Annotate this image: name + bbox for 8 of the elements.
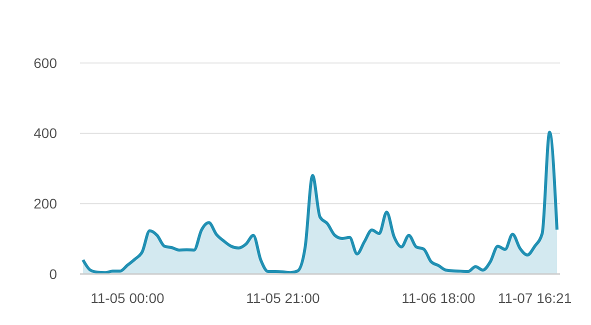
x-tick-label: 11-05 21:00 (246, 290, 320, 306)
y-tick-label: 600 (34, 54, 58, 71)
x-tick-label: 11-07 16:21 (498, 290, 572, 306)
y-tick-label: 400 (34, 125, 58, 142)
x-tick-label: 11-06 18:00 (402, 290, 476, 306)
y-tick-label: 200 (34, 196, 58, 212)
x-tick-label: 11-05 00:00 (90, 290, 164, 306)
y-tick-label: 0 (49, 266, 58, 282)
